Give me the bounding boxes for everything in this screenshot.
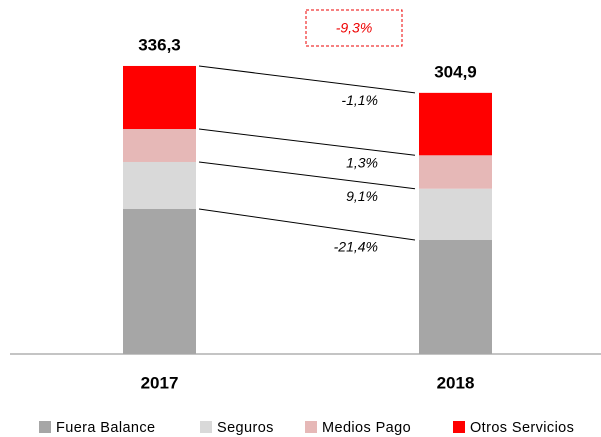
legend-label: Fuera Balance [56,420,156,436]
legend-swatch [305,421,317,433]
change-label-bg [316,154,380,173]
connector-line [198,128,416,156]
total-label: 304,9 [434,62,477,81]
bar-segment [419,92,492,156]
legend-label: Seguros [217,420,274,436]
legend-swatch [39,421,51,433]
change-label: -1,1% [341,92,378,108]
total-change: -9,3% [336,20,373,36]
change-label: -21,4% [334,238,378,254]
bar-segment [123,129,196,162]
bar-segment [419,188,492,241]
connector-line [198,161,416,190]
change-label-bg [316,238,380,257]
legend-label: Medios Pago [322,420,411,436]
change-label-bg [316,188,380,207]
x-tick-label: 2018 [437,373,475,392]
connector-line [198,208,416,241]
x-tick-label: 2017 [141,373,179,392]
bar-segment [123,208,196,354]
change-label: 9,1% [346,188,378,204]
total-label: 336,3 [138,35,181,54]
bar-segment [419,155,492,189]
legend-label: Otros Servicios [470,420,574,436]
bar-segment [123,65,196,130]
total-change-box [305,9,403,47]
bar-segment [123,161,196,209]
legend-swatch [200,421,212,433]
change-label: 1,3% [346,154,378,170]
connector-line [198,65,416,94]
legend-swatch [453,421,465,433]
change-label-bg [316,92,380,111]
bar-segment [419,240,492,354]
